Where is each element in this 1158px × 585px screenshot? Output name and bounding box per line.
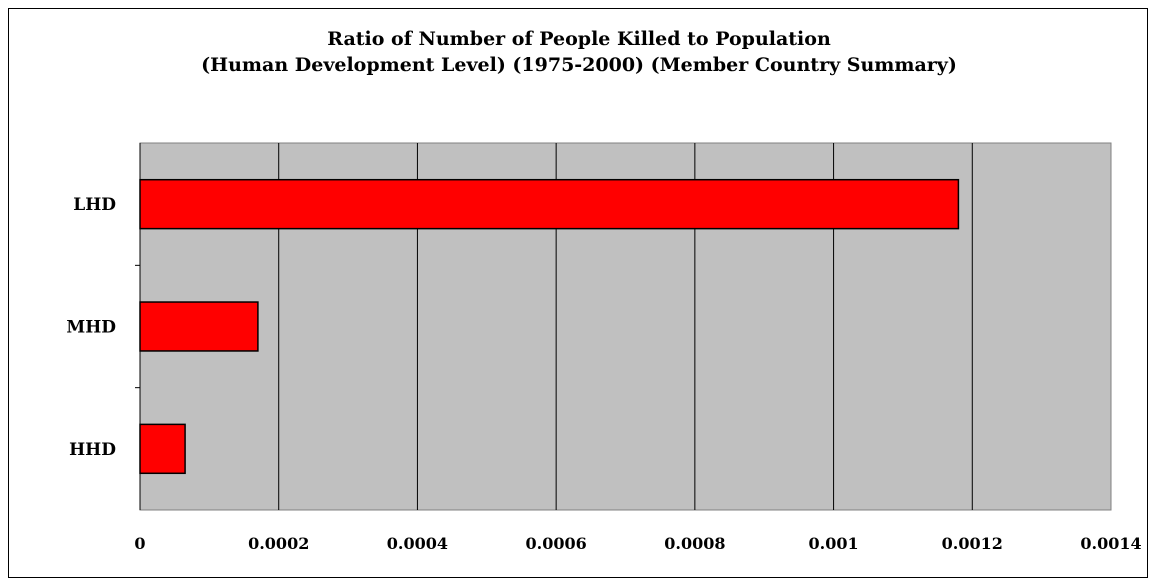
x-tick-label: 0.0006 (526, 534, 587, 553)
category-label: LHD (73, 195, 116, 215)
x-tick-label: 0.001 (809, 534, 859, 553)
chart-title: Ratio of Number of People Killed to Popu… (0, 26, 1158, 78)
x-tick-label: 0.0008 (664, 534, 725, 553)
category-label: MHD (66, 318, 116, 338)
chart-title-line1: Ratio of Number of People Killed to Popu… (327, 28, 831, 50)
x-tick-label: 0 (134, 534, 145, 553)
x-tick-label: 0.0014 (1080, 534, 1141, 553)
bar (139, 301, 259, 352)
bar (139, 178, 960, 230)
x-tick-label: 0.0012 (942, 534, 1003, 553)
category-label: HHD (69, 440, 116, 460)
x-tick-label: 0.0004 (387, 534, 448, 553)
x-tick-label: 0.0002 (248, 534, 309, 553)
chart-title-line2: (Human Development Level) (1975-2000) (M… (201, 54, 957, 76)
bar (139, 423, 186, 475)
